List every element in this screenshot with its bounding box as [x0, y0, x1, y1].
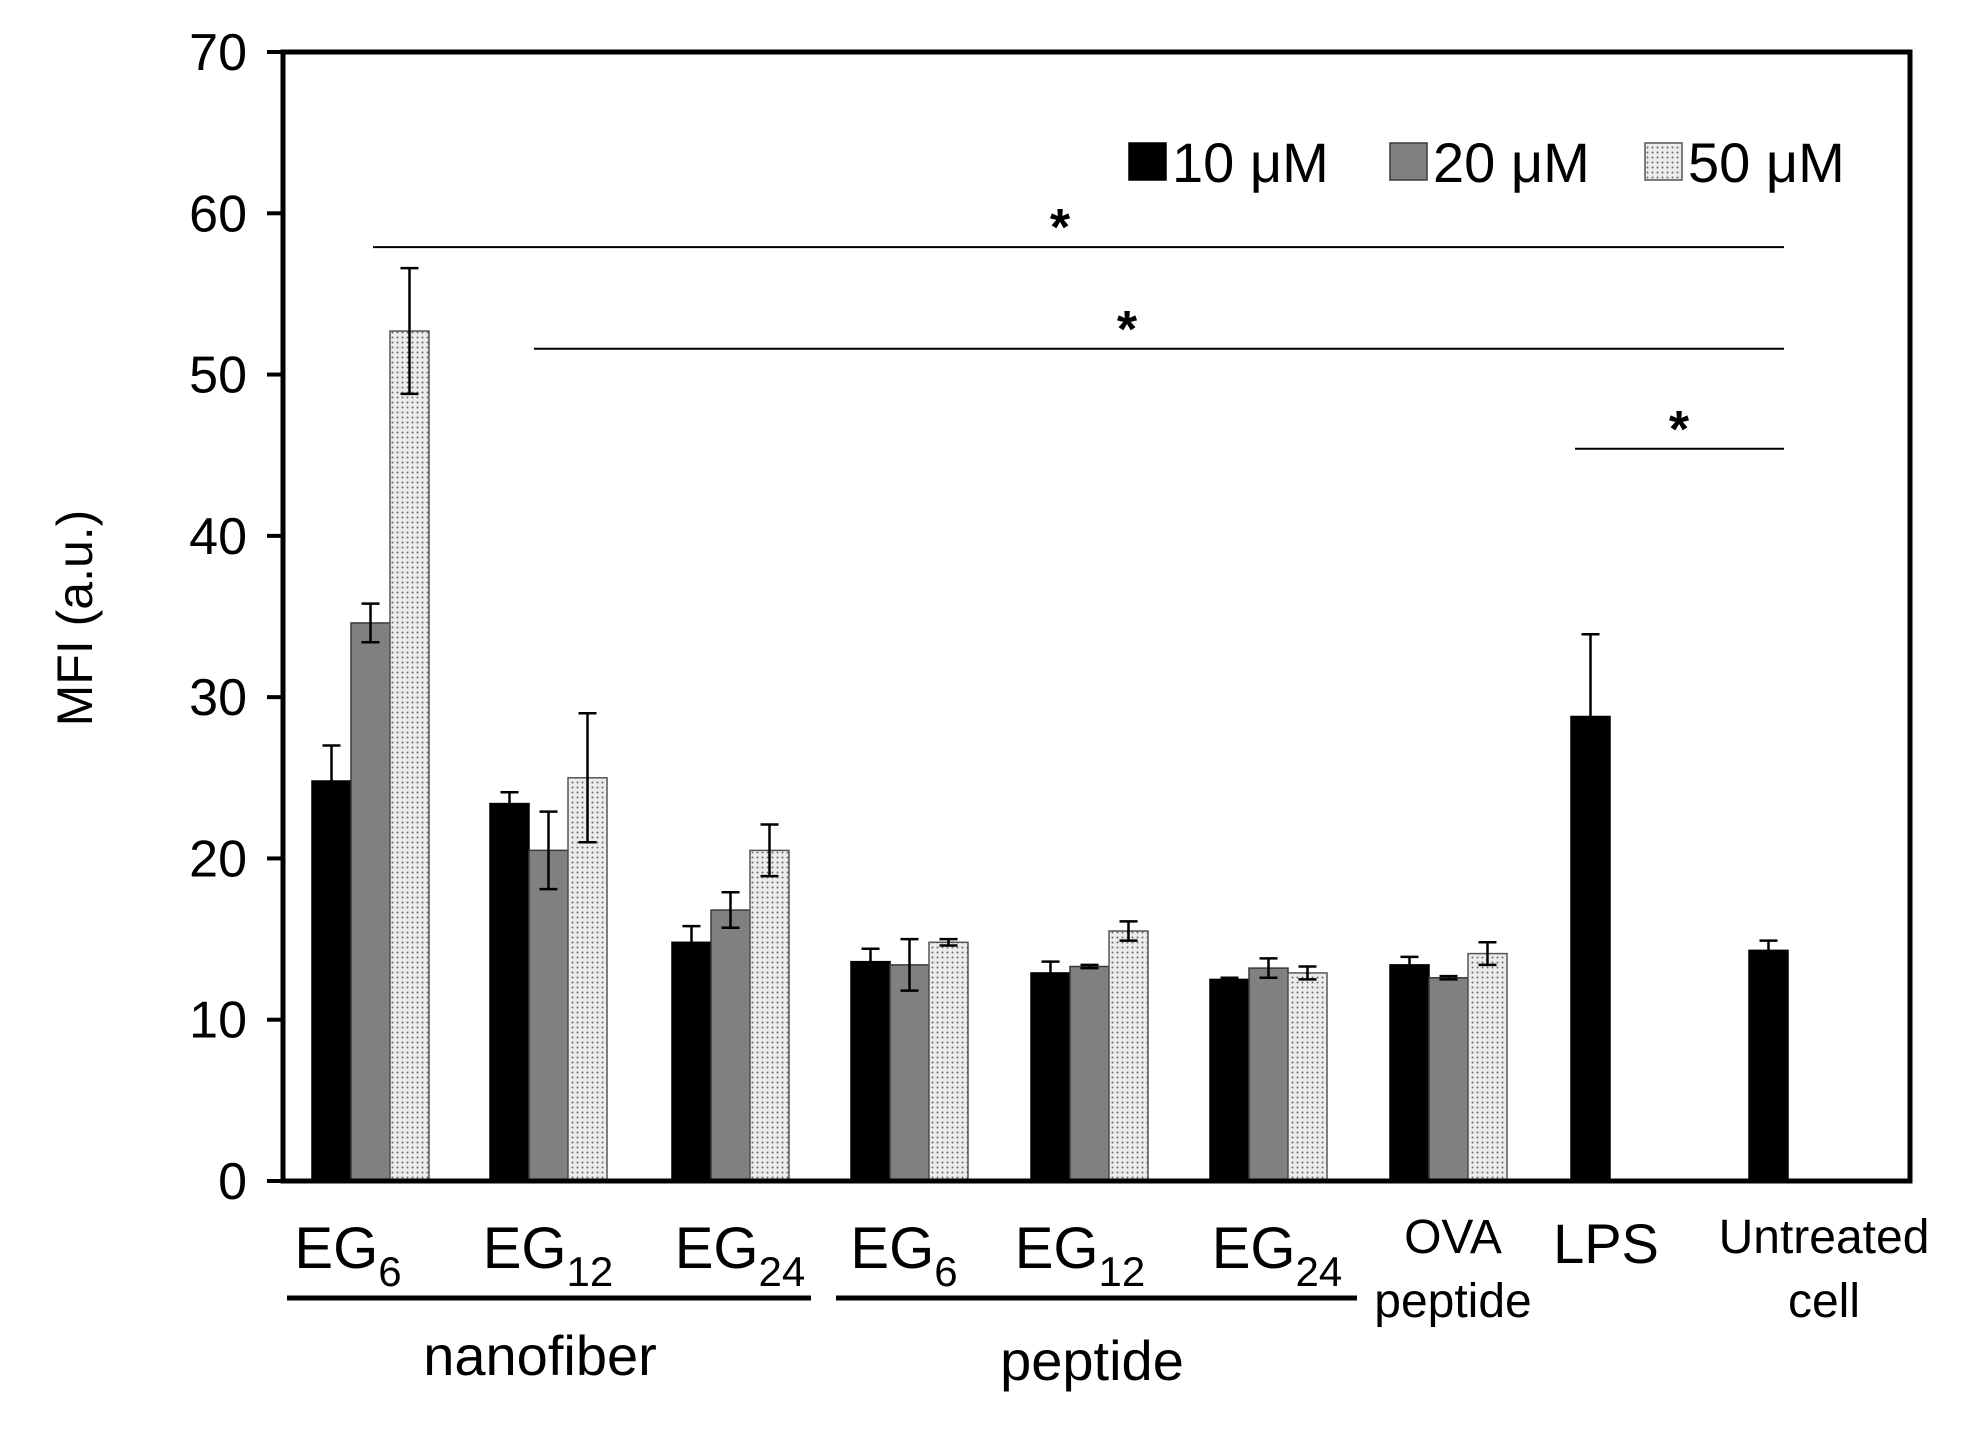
bar-g0-s1: [350, 622, 391, 1182]
bar-g2-s0: [671, 941, 712, 1182]
bar-g3-s0: [850, 960, 891, 1182]
x-label-group-0: EG6: [294, 1216, 401, 1295]
x-label-main: EG: [1212, 1216, 1296, 1281]
bar-g6-s1: [1428, 977, 1469, 1182]
bar-g6-s2: [1467, 952, 1508, 1182]
bar-g2-s2: [749, 849, 790, 1182]
y-tick-label-0: 0: [218, 1153, 247, 1211]
x-label-main: Untreated: [1719, 1211, 1930, 1264]
y-tick-label-40: 40: [189, 508, 247, 566]
x-label-subscript: 6: [934, 1248, 957, 1295]
category-label-nanofiber: nanofiber: [423, 1324, 657, 1387]
x-label-group-6: OVA: [1404, 1211, 1502, 1264]
x-label-group-4: EG12: [1015, 1216, 1146, 1295]
x-label-line2-group-8: cell: [1788, 1275, 1860, 1328]
x-label-main: EG: [1015, 1216, 1099, 1281]
legend-label-2: 50 μM: [1688, 131, 1845, 194]
x-label-subscript: 12: [567, 1248, 614, 1295]
bar-g0-s0: [311, 780, 352, 1182]
bar-g6-s0: [1389, 964, 1430, 1182]
y-tick-label-60: 60: [189, 185, 247, 243]
x-label-subscript: 24: [1296, 1248, 1343, 1295]
y-tick-label-70: 70: [189, 24, 247, 82]
significance-star-2: *: [1669, 401, 1690, 459]
x-label-main: EG: [483, 1216, 567, 1281]
x-label-group-3: EG6: [850, 1216, 957, 1295]
plot-frame: [280, 49, 1913, 1184]
category-label-peptide: peptide: [1000, 1329, 1184, 1392]
legend-label-0: 10 μM: [1172, 131, 1329, 194]
x-label-group-5: EG24: [1212, 1216, 1343, 1295]
bar-g4-s0: [1030, 972, 1071, 1182]
x-label-subscript: 6: [378, 1248, 401, 1295]
bar-g5-s1: [1248, 967, 1289, 1182]
legend-swatch-2: [1644, 142, 1683, 181]
significance-star-0: *: [1050, 199, 1071, 257]
x-label-group-8: Untreated: [1719, 1211, 1930, 1264]
bar-g2-s1: [710, 909, 751, 1182]
x-label-main: LPS: [1553, 1212, 1659, 1275]
x-label-group-7: LPS: [1553, 1212, 1659, 1275]
bar-g5-s0: [1209, 978, 1250, 1182]
x-label-group-1: EG12: [483, 1216, 614, 1295]
x-label-subscript: 12: [1099, 1248, 1146, 1295]
bar-g5-s2: [1287, 972, 1328, 1182]
x-label-main: OVA: [1404, 1211, 1502, 1264]
bar-g0-s2: [389, 330, 430, 1182]
bar-g1-s1: [528, 849, 569, 1182]
y-axis-label: MFI (a.u.): [47, 510, 103, 727]
bar-g4-s1: [1069, 965, 1110, 1182]
y-tick-label-30: 30: [189, 669, 247, 727]
significance-star-1: *: [1117, 301, 1138, 359]
bar-g4-s2: [1108, 930, 1149, 1182]
x-label-main: EG: [850, 1216, 934, 1281]
x-label-main: EG: [675, 1216, 759, 1281]
x-label-main: EG: [294, 1216, 378, 1281]
bar-g8-s0: [1748, 949, 1789, 1182]
x-label-line2-group-6: peptide: [1374, 1275, 1531, 1328]
legend-label-1: 20 μM: [1433, 131, 1590, 194]
x-label-group-2: EG24: [675, 1216, 806, 1295]
y-tick-label-10: 10: [189, 992, 247, 1050]
y-tick-label-50: 50: [189, 347, 247, 405]
bar-g1-s2: [567, 777, 608, 1182]
x-label-subscript: 24: [759, 1248, 806, 1295]
bar-g1-s0: [489, 802, 530, 1182]
legend-swatch-0: [1128, 142, 1167, 181]
bar-g3-s2: [928, 941, 969, 1182]
bar-g3-s1: [889, 964, 930, 1182]
legend-swatch-1: [1389, 142, 1428, 181]
y-tick-label-20: 20: [189, 830, 247, 888]
